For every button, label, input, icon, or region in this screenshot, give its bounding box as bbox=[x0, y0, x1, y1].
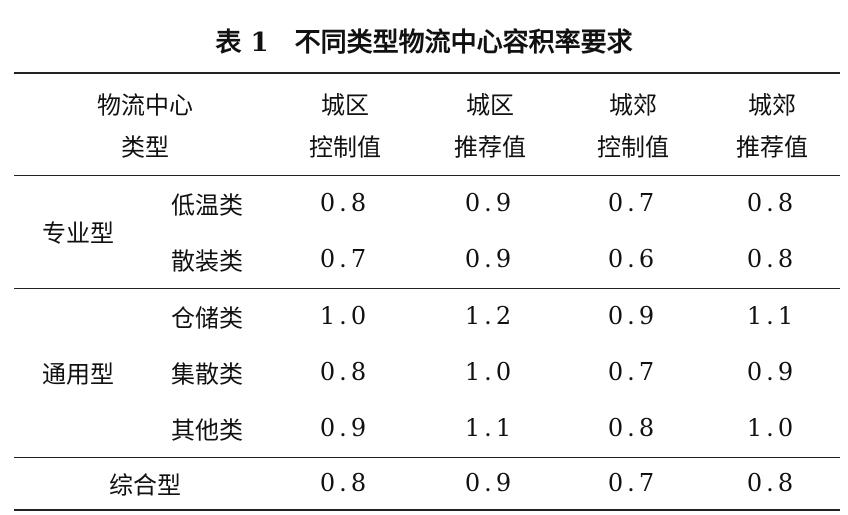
header-cell: 控制值 bbox=[309, 133, 381, 162]
table-rule bbox=[14, 287, 840, 289]
header-cell: 推荐值 bbox=[454, 133, 526, 162]
row-label: 其他类 bbox=[171, 416, 243, 445]
table-rule bbox=[14, 175, 840, 176]
table-rule bbox=[14, 456, 840, 458]
header-cell: 城区 bbox=[466, 91, 514, 120]
value-cell: 0.8 bbox=[746, 189, 798, 218]
group-label: 综合型 bbox=[109, 471, 181, 500]
header-cell: 城区 bbox=[321, 91, 369, 120]
row-label: 仓储类 bbox=[171, 304, 243, 333]
value-cell: 0.6 bbox=[607, 245, 659, 274]
value-cell: 0.8 bbox=[746, 468, 798, 497]
value-cell: 0.9 bbox=[464, 189, 516, 218]
value-cell: 0.8 bbox=[746, 245, 798, 274]
value-cell: 0.8 bbox=[319, 468, 371, 497]
header-cell: 城郊 bbox=[748, 91, 796, 120]
table-rule bbox=[14, 508, 840, 511]
value-cell: 0.7 bbox=[607, 189, 659, 218]
value-cell: 0.8 bbox=[319, 189, 371, 218]
table-rule bbox=[14, 72, 840, 74]
header-cell: 控制值 bbox=[597, 133, 669, 162]
row-label: 低温类 bbox=[171, 191, 243, 220]
value-cell: 0.7 bbox=[319, 245, 371, 274]
value-cell: 1.1 bbox=[464, 414, 516, 443]
value-cell: 1.0 bbox=[746, 414, 798, 443]
row-label: 散装类 bbox=[171, 247, 243, 276]
value-cell: 1.2 bbox=[464, 301, 516, 330]
value-cell: 0.9 bbox=[464, 468, 516, 497]
value-cell: 0.8 bbox=[607, 414, 659, 443]
value-cell: 0.9 bbox=[746, 358, 798, 387]
header-cell: 类型 bbox=[121, 133, 169, 162]
value-cell: 0.8 bbox=[319, 358, 371, 387]
value-cell: 0.9 bbox=[464, 245, 516, 274]
value-cell: 1.0 bbox=[464, 358, 516, 387]
header-cell: 城郊 bbox=[609, 91, 657, 120]
group-label: 通用型 bbox=[42, 360, 114, 389]
header-cell: 推荐值 bbox=[736, 133, 808, 162]
table-title: 表 1 不同类型物流中心容积率要求 bbox=[215, 28, 633, 58]
value-cell: 0.7 bbox=[607, 358, 659, 387]
header-cell: 物流中心 bbox=[97, 91, 193, 120]
row-label: 集散类 bbox=[171, 360, 243, 389]
value-cell: 0.9 bbox=[607, 301, 659, 330]
group-label: 专业型 bbox=[42, 219, 114, 248]
value-cell: 0.7 bbox=[607, 468, 659, 497]
value-cell: 1.0 bbox=[319, 301, 371, 330]
value-cell: 0.9 bbox=[319, 414, 371, 443]
value-cell: 1.1 bbox=[746, 301, 798, 330]
